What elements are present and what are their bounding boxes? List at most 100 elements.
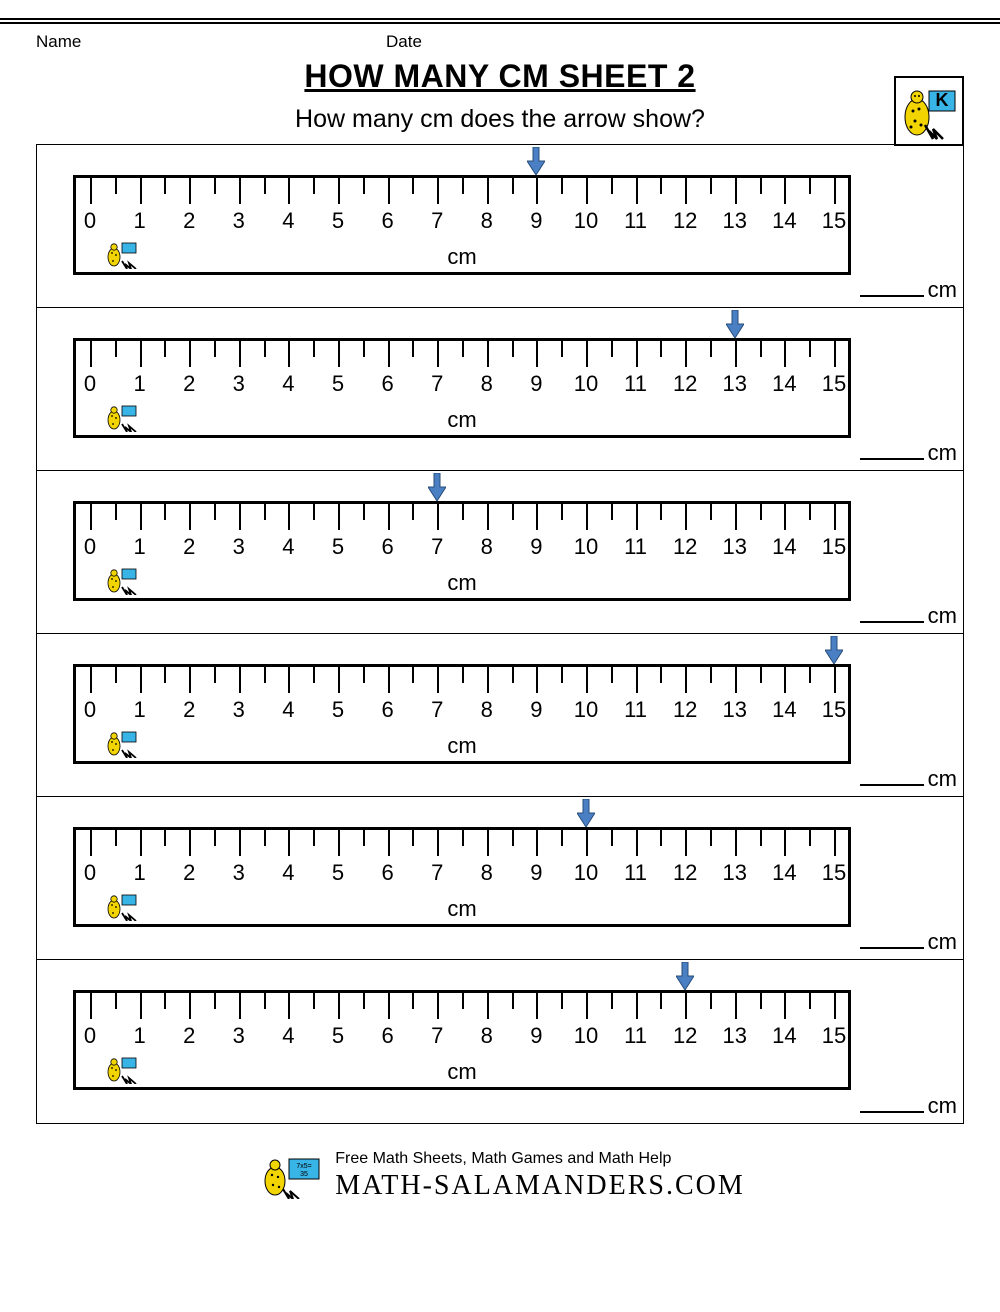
tick-label: 13 xyxy=(723,371,747,397)
tick-label: 14 xyxy=(772,208,796,234)
tick-label: 6 xyxy=(381,860,393,886)
tick-minor xyxy=(561,341,563,357)
ruler-logo-icon xyxy=(104,241,148,269)
tick-major xyxy=(536,667,538,693)
tick-major xyxy=(140,341,142,367)
tick-label: 7 xyxy=(431,1023,443,1049)
question-row: 0123456789101112131415cm cm xyxy=(37,960,963,1123)
answer-unit: cm xyxy=(928,766,957,791)
tick-minor xyxy=(313,341,315,357)
tick-label: 11 xyxy=(624,534,647,560)
tick-minor xyxy=(412,178,414,194)
answer-blank[interactable]: cm xyxy=(860,766,957,792)
tick-major xyxy=(784,830,786,856)
tick-major xyxy=(586,993,588,1019)
tick-major xyxy=(90,504,92,530)
tick-minor xyxy=(363,341,365,357)
tick-label: 9 xyxy=(530,697,542,723)
tick-label: 0 xyxy=(84,860,96,886)
tick-label: 12 xyxy=(673,860,697,886)
answer-unit: cm xyxy=(928,929,957,954)
tick-label: 10 xyxy=(574,697,598,723)
unit-label: cm xyxy=(447,407,476,433)
answer-blank[interactable]: cm xyxy=(860,1093,957,1119)
page-title: HOW MANY CM SHEET 2 xyxy=(36,58,964,95)
tick-minor xyxy=(412,830,414,846)
tick-major xyxy=(140,993,142,1019)
tick-label: 7 xyxy=(431,697,443,723)
tick-major xyxy=(586,667,588,693)
tick-minor xyxy=(611,667,613,683)
tick-major xyxy=(90,178,92,204)
tick-major xyxy=(189,993,191,1019)
tick-minor xyxy=(462,993,464,1009)
tick-minor xyxy=(760,178,762,194)
tick-minor xyxy=(710,341,712,357)
answer-unit: cm xyxy=(928,277,957,302)
tick-major xyxy=(388,667,390,693)
answer-blank[interactable]: cm xyxy=(860,929,957,955)
tick-minor xyxy=(512,341,514,357)
tick-minor xyxy=(512,830,514,846)
tick-label: 10 xyxy=(574,1023,598,1049)
answer-unit: cm xyxy=(928,440,957,465)
tick-label: 5 xyxy=(332,208,344,234)
tick-major xyxy=(487,178,489,204)
tick-minor xyxy=(115,993,117,1009)
tick-label: 2 xyxy=(183,697,195,723)
tick-major xyxy=(735,993,737,1019)
tick-label: 9 xyxy=(530,860,542,886)
tick-label: 10 xyxy=(574,860,598,886)
tick-major xyxy=(388,504,390,530)
tick-label: 5 xyxy=(332,860,344,886)
tick-major xyxy=(90,830,92,856)
ruler-logo-icon xyxy=(104,404,148,432)
tick-label: 10 xyxy=(574,534,598,560)
tick-major xyxy=(536,504,538,530)
tick-major xyxy=(437,993,439,1019)
tick-label: 1 xyxy=(133,1023,145,1049)
tick-major xyxy=(140,830,142,856)
tick-major xyxy=(536,993,538,1019)
tick-minor xyxy=(462,178,464,194)
tick-major xyxy=(636,830,638,856)
answer-blank[interactable]: cm xyxy=(860,603,957,629)
tick-major xyxy=(140,667,142,693)
tick-major xyxy=(636,993,638,1019)
tick-label: 14 xyxy=(772,371,796,397)
answer-blank[interactable]: cm xyxy=(860,277,957,303)
tick-minor xyxy=(660,504,662,520)
tick-major xyxy=(239,667,241,693)
tick-label: 9 xyxy=(530,208,542,234)
tick-label: 2 xyxy=(183,371,195,397)
tick-minor xyxy=(363,667,365,683)
tick-label: 1 xyxy=(133,208,145,234)
tick-minor xyxy=(264,993,266,1009)
tick-minor xyxy=(412,667,414,683)
tick-minor xyxy=(214,178,216,194)
tick-minor xyxy=(164,830,166,846)
tick-minor xyxy=(214,667,216,683)
footer: 7x5= 35 Free Math Sheets, Math Games and… xyxy=(36,1150,964,1204)
tick-minor xyxy=(214,341,216,357)
tick-minor xyxy=(115,178,117,194)
tick-minor xyxy=(363,830,365,846)
tick-minor xyxy=(611,993,613,1009)
tick-label: 5 xyxy=(332,371,344,397)
tick-minor xyxy=(760,993,762,1009)
tick-minor xyxy=(760,504,762,520)
tick-minor xyxy=(214,504,216,520)
arrow-icon xyxy=(577,799,595,827)
answer-blank[interactable]: cm xyxy=(860,440,957,466)
tick-label: 1 xyxy=(133,534,145,560)
tick-minor xyxy=(264,341,266,357)
question-row: 0123456789101112131415cm cm xyxy=(37,634,963,797)
tick-major xyxy=(586,830,588,856)
tick-minor xyxy=(809,993,811,1009)
ruler: 0123456789101112131415cm xyxy=(73,338,851,438)
question-row: 0123456789101112131415cm cm xyxy=(37,145,963,308)
tick-minor xyxy=(115,667,117,683)
tick-label: 0 xyxy=(84,697,96,723)
tick-major xyxy=(437,667,439,693)
tick-label: 0 xyxy=(84,1023,96,1049)
